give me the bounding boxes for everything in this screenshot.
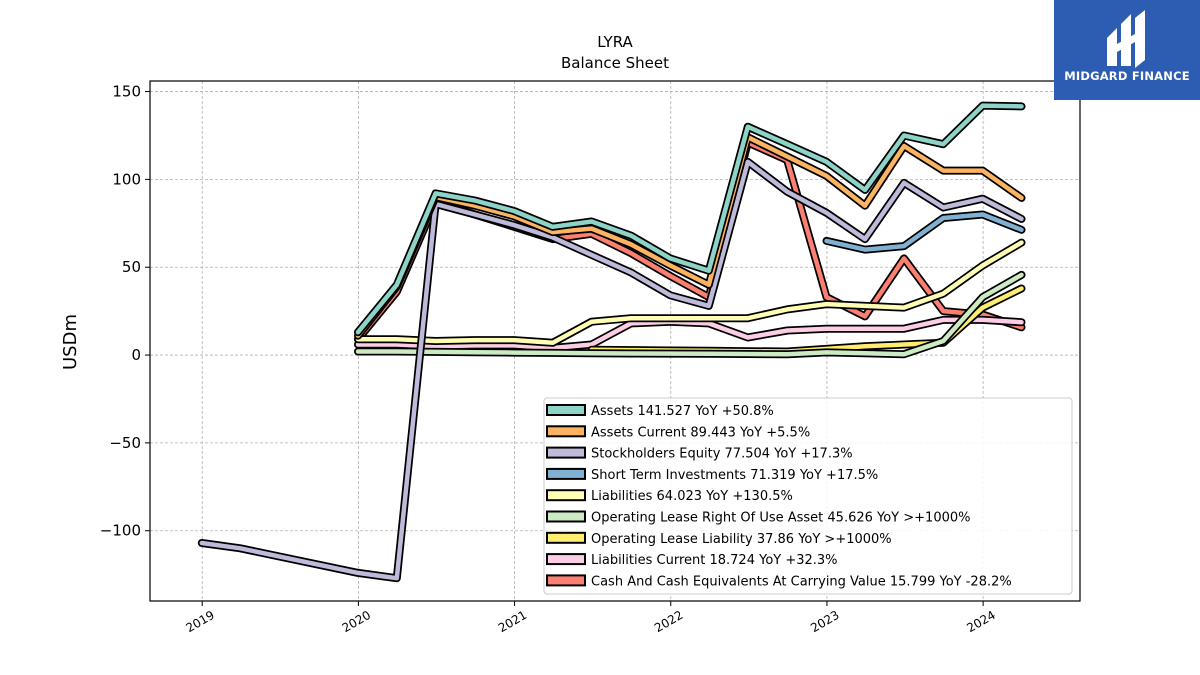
- y-tick-label: −100: [100, 522, 141, 540]
- series-line: [354, 138, 1026, 344]
- legend-swatch: [546, 574, 586, 587]
- x-tick-label: 2020: [340, 608, 373, 635]
- chart-title: LYRA: [597, 33, 633, 51]
- x-tick-label: 2021: [496, 608, 529, 635]
- legend-entry: Liabilities Current 18.724 YoY +32.3%: [591, 553, 838, 568]
- legend-swatch: [546, 467, 586, 480]
- series-line-stroke: [355, 134, 1024, 338]
- plot-frame: [149, 80, 1081, 602]
- brand-name: MIDGARD FINANCE: [1064, 69, 1190, 83]
- series-line: [354, 315, 1026, 352]
- series-line: [354, 238, 1026, 347]
- series-line-stroke: [199, 159, 1024, 581]
- legend-entry: Operating Lease Right Of Use Asset 45.62…: [591, 511, 970, 526]
- series-line-stroke: [355, 317, 1024, 351]
- legend-entry: Cash And Cash Equivalents At Carrying Va…: [591, 574, 1012, 589]
- y-tick-label: −50: [109, 434, 141, 452]
- y-tick-label: 100: [112, 170, 141, 188]
- legend-box: [543, 397, 1073, 595]
- series-layer: [197, 101, 1026, 583]
- legend-entry: Assets Current 89.443 YoY +5.5%: [591, 425, 810, 440]
- midgard-logo-icon: [1107, 10, 1145, 68]
- y-tick-label: 0: [131, 346, 141, 364]
- legend-swatch: [546, 510, 586, 523]
- x-tick-label: 2023: [808, 608, 841, 635]
- chart-subtitle: Balance Sheet: [561, 54, 669, 72]
- series-line-outline: [354, 138, 1026, 344]
- series-line: [354, 133, 1026, 340]
- y-axis-label: USDm: [60, 314, 81, 370]
- legend-swatch: [546, 404, 586, 416]
- legend-entry: Liabilities 64.023 YoY +130.5%: [591, 489, 793, 504]
- legend-swatch: [546, 531, 586, 544]
- series-line-stroke: [824, 212, 1024, 252]
- x-tick-label: 2022: [652, 608, 685, 635]
- legend: Assets 141.527 YoY +50.8% Assets Current …: [543, 397, 1073, 595]
- legend-swatch: [546, 553, 586, 566]
- series-line-stroke: [355, 272, 1024, 357]
- x-tick-label: 2024: [964, 608, 997, 635]
- legend-entry: Stockholders Equity 77.504 YoY +17.3%: [591, 447, 853, 462]
- legend-swatch: [546, 446, 586, 459]
- series-line: [197, 157, 1026, 583]
- legend-entry: Assets 141.527 YoY +50.8%: [591, 404, 774, 419]
- series-line: [354, 101, 1026, 337]
- series-line: [822, 210, 1026, 254]
- legend-entry: Operating Lease Liability 37.86 YoY >+10…: [591, 532, 892, 547]
- y-tick-label: 50: [122, 258, 141, 276]
- series-line: [354, 270, 1026, 359]
- legend-swatch: [546, 425, 586, 438]
- series-line-stroke: [355, 140, 1024, 342]
- brand-logo: MIDGARD FINANCE: [1054, 0, 1200, 100]
- series-line-stroke: [355, 240, 1024, 346]
- series-line-stroke: [355, 103, 1024, 335]
- grid: [150, 81, 1080, 601]
- x-tick-label: 2019: [183, 608, 216, 635]
- legend-swatch: [546, 489, 586, 502]
- y-tick-label: 150: [112, 83, 141, 101]
- legend-entry: Short Term Investments 71.319 YoY +17.5%: [591, 468, 878, 483]
